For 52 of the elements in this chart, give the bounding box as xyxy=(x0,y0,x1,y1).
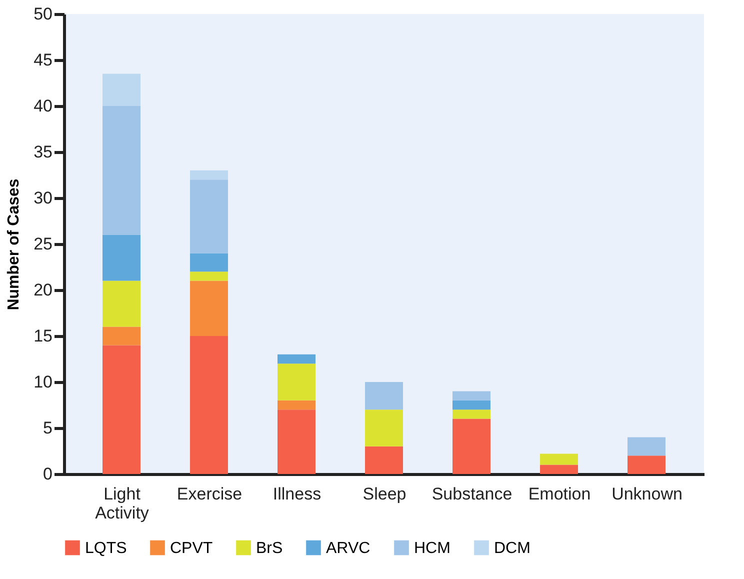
x-tick-label: Illness xyxy=(272,484,322,504)
bar xyxy=(452,391,490,400)
legend-label: LQTS xyxy=(85,540,127,557)
y-tick-label: 35 xyxy=(34,142,52,162)
bar xyxy=(190,170,228,180)
bar xyxy=(102,280,140,327)
y-tick-label: 50 xyxy=(34,4,52,24)
y-tick-label: 15 xyxy=(34,326,52,346)
bar xyxy=(365,382,403,410)
y-axis-title: Number of Cases xyxy=(6,178,23,310)
x-tick-label: Light Activity xyxy=(95,484,150,522)
y-tick-label: 5 xyxy=(43,418,52,438)
y-tick-label: 30 xyxy=(34,188,52,208)
bar xyxy=(190,180,228,254)
bar xyxy=(365,446,403,474)
bar xyxy=(452,410,490,419)
bar xyxy=(190,280,228,336)
bar xyxy=(365,410,403,446)
legend-label: CPVT xyxy=(170,540,213,557)
y-tick-label: 45 xyxy=(34,50,52,70)
bar xyxy=(190,272,228,281)
legend-label: DCM xyxy=(494,540,530,557)
x-tick-label: Exercise xyxy=(176,484,242,504)
bar xyxy=(190,336,228,474)
y-tick-label: 25 xyxy=(34,234,52,254)
bar xyxy=(628,437,666,456)
y-tick-label: 0 xyxy=(43,464,52,484)
bar xyxy=(278,354,316,364)
x-tick-label: Emotion xyxy=(528,484,591,504)
bar xyxy=(278,364,316,400)
bar xyxy=(190,253,228,272)
bar xyxy=(278,410,316,474)
bar xyxy=(540,464,578,474)
y-tick-label: 40 xyxy=(34,96,52,116)
legend-label: HCM xyxy=(414,540,450,557)
bar xyxy=(628,456,666,474)
bar xyxy=(102,326,140,346)
y-tick-label: 10 xyxy=(34,372,52,392)
legend-label: ARVC xyxy=(326,540,370,557)
bar xyxy=(540,454,578,465)
bar xyxy=(102,74,140,106)
bar xyxy=(278,400,316,410)
y-tick-label: 20 xyxy=(34,280,52,300)
bar xyxy=(102,345,140,474)
bar xyxy=(452,400,490,410)
bar xyxy=(102,106,140,235)
x-tick-label: Sleep xyxy=(362,484,406,504)
legend-label: BrS xyxy=(256,540,283,557)
bar xyxy=(452,418,490,474)
x-tick-label: Unknown xyxy=(612,484,682,504)
bar xyxy=(102,234,140,281)
x-tick-label: Substance xyxy=(432,484,512,504)
